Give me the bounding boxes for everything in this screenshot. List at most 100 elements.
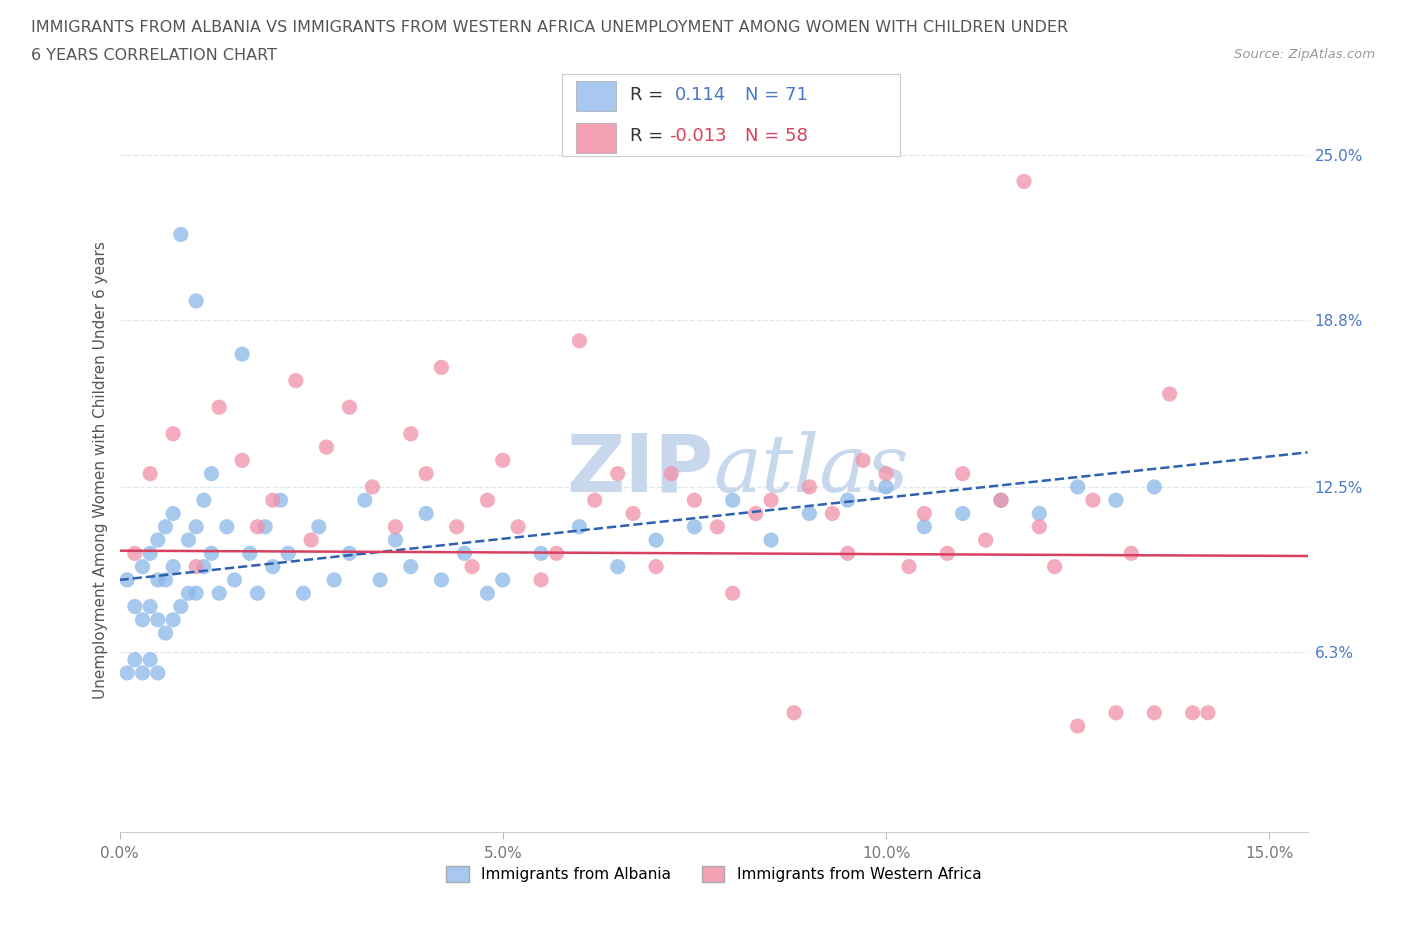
Point xyxy=(177,586,200,601)
Point xyxy=(721,586,744,601)
Point xyxy=(990,493,1012,508)
Point xyxy=(208,400,231,415)
Point xyxy=(683,519,706,534)
Point xyxy=(415,506,437,521)
Point xyxy=(146,573,169,588)
Point xyxy=(1143,705,1166,720)
Point xyxy=(384,533,406,548)
Point xyxy=(193,493,215,508)
Point xyxy=(1081,493,1104,508)
Point xyxy=(477,493,499,508)
Point xyxy=(170,227,193,242)
Point xyxy=(1159,387,1181,402)
Point xyxy=(990,493,1012,508)
Point xyxy=(139,652,162,667)
Point xyxy=(568,333,591,348)
Point xyxy=(262,493,284,508)
Point xyxy=(299,533,322,548)
Point xyxy=(215,519,238,534)
Point xyxy=(131,612,153,627)
Point xyxy=(721,493,744,508)
Point xyxy=(124,652,146,667)
Point xyxy=(683,493,706,508)
Point xyxy=(875,466,897,481)
Point xyxy=(952,506,974,521)
Text: atlas: atlas xyxy=(714,431,908,509)
Point xyxy=(415,466,437,481)
Point xyxy=(162,506,184,521)
Text: N = 58: N = 58 xyxy=(745,127,808,145)
Point xyxy=(530,546,553,561)
Point xyxy=(1028,519,1050,534)
Point xyxy=(492,573,515,588)
Point xyxy=(1028,506,1050,521)
Point xyxy=(124,546,146,561)
Point xyxy=(1105,493,1128,508)
Point xyxy=(224,573,246,588)
Point xyxy=(186,559,208,574)
Point xyxy=(1197,705,1219,720)
Point xyxy=(384,519,406,534)
Text: IMMIGRANTS FROM ALBANIA VS IMMIGRANTS FROM WESTERN AFRICA UNEMPLOYMENT AMONG WOM: IMMIGRANTS FROM ALBANIA VS IMMIGRANTS FR… xyxy=(31,20,1069,35)
Text: 0.114: 0.114 xyxy=(675,86,725,103)
Point xyxy=(936,546,959,561)
Point xyxy=(139,466,162,481)
Point xyxy=(783,705,806,720)
Point xyxy=(645,559,668,574)
Point xyxy=(368,573,391,588)
Point xyxy=(606,559,628,574)
Point xyxy=(461,559,484,574)
Point xyxy=(1143,480,1166,495)
Point xyxy=(1121,546,1143,561)
Point xyxy=(269,493,291,508)
Point xyxy=(821,506,844,521)
Point xyxy=(852,453,875,468)
Point xyxy=(193,559,215,574)
Point xyxy=(875,480,897,495)
Point xyxy=(759,533,782,548)
Point xyxy=(399,559,422,574)
Point xyxy=(912,506,935,521)
Point xyxy=(361,480,384,495)
Point xyxy=(706,519,728,534)
Point xyxy=(645,533,668,548)
Point xyxy=(1066,480,1088,495)
Point xyxy=(239,546,262,561)
Point xyxy=(246,586,269,601)
Legend: Immigrants from Albania, Immigrants from Western Africa: Immigrants from Albania, Immigrants from… xyxy=(440,860,987,888)
Point xyxy=(430,360,453,375)
Point xyxy=(799,480,821,495)
Point xyxy=(139,546,162,561)
Point xyxy=(186,294,208,309)
Point xyxy=(308,519,330,534)
Point xyxy=(837,493,859,508)
Point xyxy=(583,493,606,508)
Point xyxy=(200,546,222,561)
Point xyxy=(162,612,184,627)
Point xyxy=(568,519,591,534)
Point xyxy=(453,546,475,561)
Point xyxy=(315,440,337,455)
Point xyxy=(492,453,515,468)
Point xyxy=(1105,705,1128,720)
Point xyxy=(353,493,375,508)
Point xyxy=(177,533,200,548)
Point xyxy=(799,506,821,521)
Point xyxy=(155,573,177,588)
Point xyxy=(446,519,468,534)
Point xyxy=(759,493,782,508)
Point xyxy=(186,586,208,601)
Point xyxy=(323,573,346,588)
Point xyxy=(621,506,644,521)
Point xyxy=(131,559,153,574)
Point xyxy=(506,519,529,534)
Point xyxy=(606,466,628,481)
Point xyxy=(246,519,269,534)
Point xyxy=(200,466,222,481)
Point xyxy=(339,400,361,415)
Point xyxy=(139,599,162,614)
Text: N = 71: N = 71 xyxy=(745,86,808,103)
Point xyxy=(1043,559,1066,574)
Point xyxy=(146,666,169,681)
Point xyxy=(477,586,499,601)
